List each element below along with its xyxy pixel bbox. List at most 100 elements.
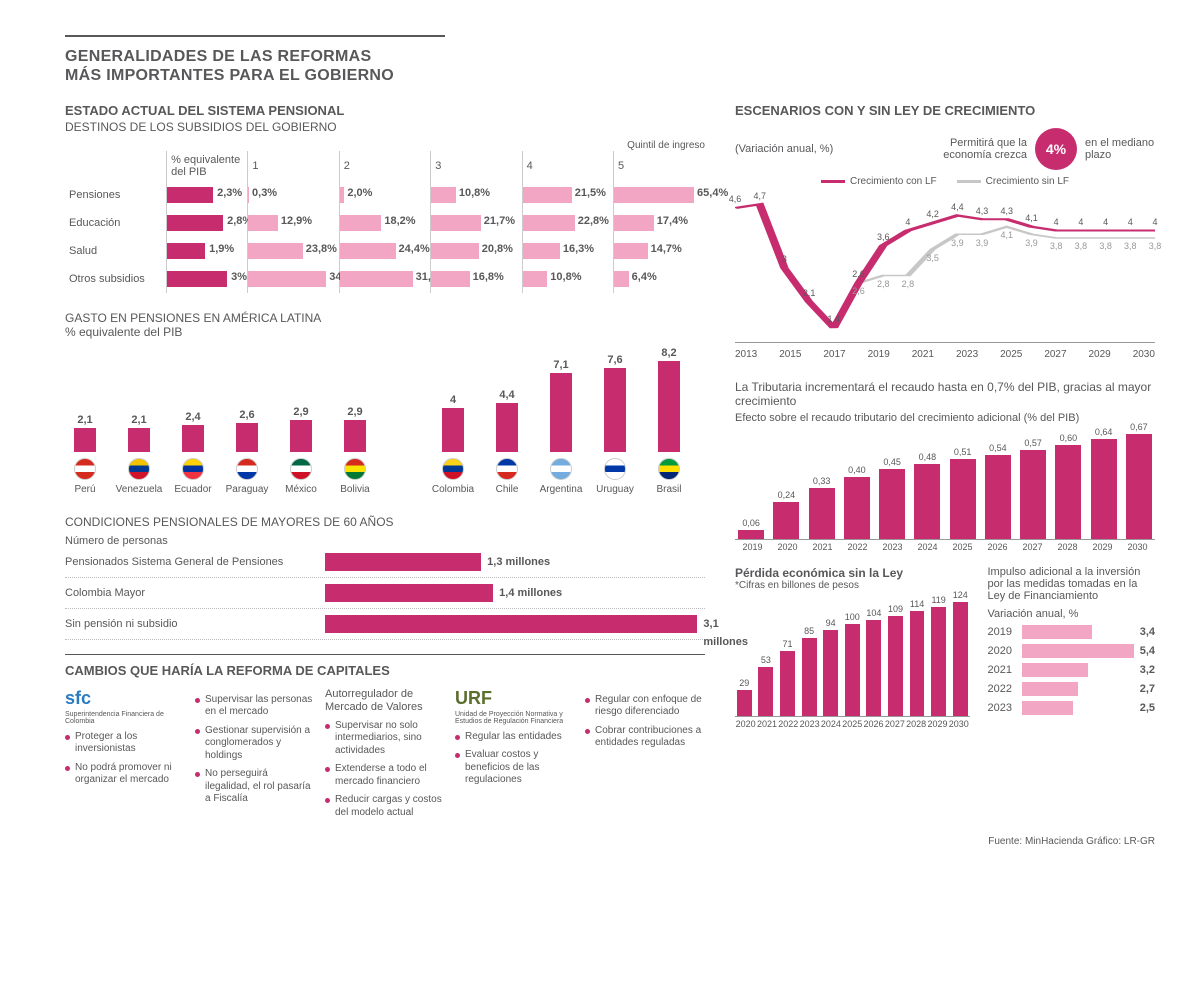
capital-col: Supervisar las personas en el mercado Ges… — [195, 688, 315, 826]
latam-bar-ecuador: 2,4Ecuador — [173, 411, 213, 494]
tributaria-bar-chart: 0,060,240,330,400,450,480,510,540,570,60… — [735, 430, 1155, 540]
perdida-bar: 114 — [908, 599, 927, 716]
trib-bar: 0,40 — [841, 465, 873, 540]
capital-item: Extenderse a todo el mercado financiero — [325, 763, 445, 788]
impulso-row: 20193,4 — [988, 625, 1156, 639]
capital-item: Regular las entidades — [455, 731, 575, 744]
sub-60: Número de personas — [65, 535, 705, 547]
latam-bar-venezuela: 2,1Venezuela — [119, 414, 159, 494]
capital-reform-grid: sfcSuperintendencia Financiera de Colomb… — [65, 688, 705, 826]
capital-item: Proteger a los inversionistas — [65, 731, 185, 756]
quintil-label: Quintil de ingreso — [65, 140, 705, 151]
impulso-row: 20205,4 — [988, 644, 1156, 658]
perdida-bar-chart: 2953718594100104109114119124 — [735, 597, 970, 717]
capital-col: Regular con enfoque de riesgo diferencia… — [585, 688, 705, 826]
latam-bar-uruguay: 7,6Uruguay — [595, 354, 635, 495]
latam-bar-perú: 2,1Perú — [65, 414, 105, 494]
right-column: ESCENARIOS CON Y SIN LEY DE CRECIMIENTO … — [735, 95, 1155, 825]
subsidies-table: % equivalente del PIB12345Pensiones2,3%0… — [65, 151, 705, 293]
perdida-bar: 109 — [886, 604, 905, 717]
perdida-bar: 104 — [865, 608, 884, 716]
capital-item: Supervisar no solo intermediarios, sino … — [325, 720, 445, 758]
capital-col: Autorregulador de Mercado de ValoresSupe… — [325, 688, 445, 826]
sixty-chart: Pensionados Sistema General de Pensiones… — [65, 553, 705, 640]
trib-bar: 0,51 — [947, 447, 979, 539]
perdida-bar: 29 — [735, 678, 754, 717]
tributaria-xaxis: 2019202020212022202320242025202620272028… — [735, 542, 1155, 552]
main-title: GENERALIDADES DE LAS REFORMAS MÁS IMPORT… — [65, 47, 1155, 85]
perdida-bar: 94 — [821, 618, 840, 717]
trib-bar: 0,48 — [911, 452, 943, 539]
variacion-label: (Variación anual, %) — [735, 143, 833, 155]
latam-bar-bolivia: 2,9Bolivia — [335, 406, 375, 495]
perdida-bar: 85 — [800, 626, 819, 716]
trib-bar: 0,60 — [1052, 433, 1084, 539]
impulso-sub: Variación anual, % — [988, 608, 1156, 620]
latam-bar-méxico: 2,9México — [281, 406, 321, 495]
heading-latam: GASTO EN PENSIONES EN AMÉRICA LATINA % e… — [65, 311, 705, 339]
sixty-row: Colombia Mayor1,4 millones — [65, 584, 705, 609]
legend-item: Crecimiento sin LF — [957, 176, 1069, 187]
callout-4pct: Permitirá que la economía crezca 4% en e… — [937, 128, 1155, 170]
sixty-row: Pensionados Sistema General de Pensiones… — [65, 553, 705, 578]
title-line2: MÁS IMPORTANTES PARA EL GOBIERNO — [65, 66, 1155, 85]
perdida-xaxis: 2020202120222023202420252026202720282029… — [735, 719, 970, 729]
trib-bar: 0,57 — [1017, 438, 1049, 540]
top-rule — [65, 35, 445, 37]
latam-bar-chart: 2,1Perú 2,1Venezuela 2,4Ecuador 2,6Paraguay… — [65, 347, 705, 494]
latam-bar-brasil: 8,2Brasil — [649, 347, 689, 494]
perdida-bar: 124 — [951, 590, 970, 716]
capital-item: Evaluar costos y beneficios de las regul… — [455, 749, 575, 787]
capital-item: Regular con enfoque de riesgo diferencia… — [585, 694, 705, 719]
growth-line-chart: 4,64,732,11,42,63,644,24,44,34,34,144444… — [735, 193, 1155, 343]
heading-impulso: Impulso adicional a la inversión por las… — [988, 566, 1156, 602]
capital-item: Cobrar contribuciones a entidades regula… — [585, 725, 705, 750]
impulso-panel: Impulso adicional a la inversión por las… — [988, 566, 1156, 729]
trib-bar: 0,54 — [982, 443, 1014, 540]
capital-item: Reducir cargas y costos del modelo actua… — [325, 794, 445, 819]
capital-item: No perseguirá ilegalidad, el rol pasaría… — [195, 768, 315, 806]
heading-60: CONDICIONES PENSIONALES DE MAYORES DE 60… — [65, 515, 705, 529]
heading-destinos: DESTINOS DE LOS SUBSIDIOS DEL GOBIERNO — [65, 120, 705, 134]
trib-bar: 0,24 — [770, 490, 802, 540]
capital-item: No podrá promover ni organizar el mercad… — [65, 762, 185, 787]
heading-escenarios: ESCENARIOS CON Y SIN LEY DE CRECIMIENTO — [735, 103, 1155, 118]
left-column: ESTADO ACTUAL DEL SISTEMA PENSIONAL DEST… — [65, 95, 705, 825]
capital-col: URFUnidad de Proyección Normativa y Estu… — [455, 688, 575, 826]
heading-capital: CAMBIOS QUE HARÍA LA REFORMA DE CAPITALE… — [65, 663, 705, 678]
line-legend: Crecimiento con LF Crecimiento sin LF — [735, 176, 1155, 187]
impulso-hbar-chart: 20193,4 20205,4 20213,2 20222,7 20232,5 — [988, 625, 1156, 715]
sub-trib: Efecto sobre el recaudo tributario del c… — [735, 412, 1155, 424]
sixty-row: Sin pensión ni subsidio3,1 millones — [65, 615, 705, 640]
impulso-row: 20213,2 — [988, 663, 1156, 677]
latam-bar-paraguay: 2,6Paraguay — [227, 409, 267, 495]
trib-bar: 0,45 — [876, 457, 908, 540]
growth-xaxis: 2013201520172019202120232025202720292030 — [735, 347, 1155, 370]
perdida-panel: Pérdida económica sin la Ley *Cifras en … — [735, 566, 970, 729]
circle-4pct-icon: 4% — [1035, 128, 1077, 170]
trib-bar: 0,64 — [1088, 427, 1120, 540]
heading-trib: La Tributaria incrementará el recaudo ha… — [735, 380, 1155, 408]
perdida-bar: 119 — [929, 595, 948, 717]
heading-perdida: Pérdida económica sin la Ley — [735, 566, 970, 580]
perdida-bar: 71 — [778, 639, 797, 717]
legend-item: Crecimiento con LF — [821, 176, 937, 187]
latam-bar-argentina: 7,1Argentina — [541, 359, 581, 494]
source-credit: Fuente: MinHacienda Gráfico: LR-GR — [988, 836, 1155, 847]
title-line1: GENERALIDADES DE LAS REFORMAS — [65, 47, 1155, 66]
heading-estado: ESTADO ACTUAL DEL SISTEMA PENSIONAL — [65, 103, 705, 118]
capital-item: Supervisar las personas en el mercado — [195, 694, 315, 719]
perdida-bar: 53 — [757, 655, 776, 716]
impulso-row: 20232,5 — [988, 701, 1156, 715]
page: GENERALIDADES DE LAS REFORMAS MÁS IMPORT… — [65, 35, 1155, 825]
perdida-bar: 100 — [843, 612, 862, 716]
latam-bar-colombia: 4Colombia — [433, 394, 473, 495]
impulso-row: 20222,7 — [988, 682, 1156, 696]
capital-item: Gestionar supervisión a conglomerados y … — [195, 725, 315, 763]
capital-col: sfcSuperintendencia Financiera de Colomb… — [65, 688, 185, 826]
trib-bar: 0,33 — [806, 476, 838, 540]
perdida-note: *Cifras en billones de pesos — [735, 580, 970, 591]
trib-bar: 0,06 — [735, 518, 767, 539]
latam-bar-chile: 4,4Chile — [487, 389, 527, 494]
trib-bar: 0,67 — [1123, 422, 1155, 539]
